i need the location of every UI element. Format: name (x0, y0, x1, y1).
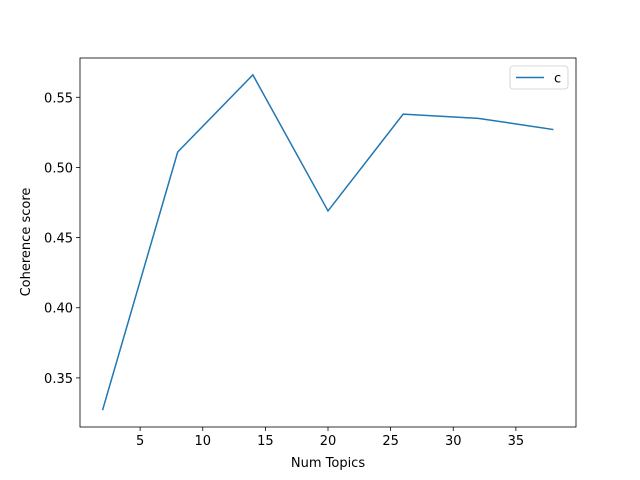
line (101, 73, 554, 411)
y-tick-label: 0.55 (44, 91, 73, 106)
y-tick-label: 0.40 (44, 302, 73, 317)
x-tick-label: 35 (508, 434, 525, 449)
x-tick-label: 10 (194, 434, 211, 449)
y-tick-label: 0.50 (44, 161, 73, 176)
x-tick-label: 25 (382, 434, 399, 449)
x-tick-label: 5 (136, 434, 144, 449)
x-tick-label: 15 (257, 434, 274, 449)
legend-label: c (554, 72, 561, 87)
y-tick-label: 0.45 (44, 232, 73, 247)
y-axis-label: Coherence score (19, 188, 34, 297)
plot-frame (79, 57, 577, 428)
x-tick-label: 20 (320, 434, 337, 449)
x-tick-label: 30 (445, 434, 462, 449)
x-axis-label: Num Topics (291, 456, 365, 471)
y-tick-label: 0.35 (44, 372, 73, 387)
